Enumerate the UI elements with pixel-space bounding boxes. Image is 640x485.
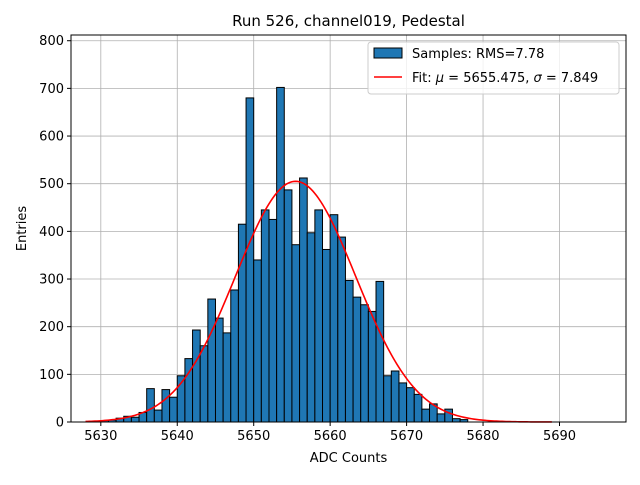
y-tick-label: 200 <box>39 320 64 335</box>
x-tick-label: 5650 <box>237 429 270 444</box>
histogram-bar <box>207 298 216 423</box>
histogram-bar <box>367 310 377 423</box>
histogram-bar <box>230 289 239 423</box>
histogram-bar <box>199 345 209 423</box>
y-tick-label: 400 <box>39 225 64 240</box>
histogram-bar <box>406 387 415 423</box>
histogram-bar <box>130 416 140 423</box>
bar-layer <box>100 86 469 423</box>
histogram-bar <box>375 280 385 423</box>
fit-layer <box>85 180 552 423</box>
histogram-bar <box>299 177 308 423</box>
histogram-bar <box>276 86 285 423</box>
x-tick-label: 5680 <box>466 429 499 444</box>
y-tick-label: 600 <box>39 130 64 145</box>
x-tick-label: 5670 <box>390 429 423 444</box>
y-axis-label: Entries <box>15 206 30 252</box>
histogram-bar <box>322 248 331 423</box>
legend-samples-label: Samples: RMS=7.78 <box>412 47 544 62</box>
histogram-bar <box>413 393 423 423</box>
histogram-bar <box>329 214 339 423</box>
legend-fit-prefix: Fit: <box>412 71 436 86</box>
legend-samples-swatch <box>373 47 403 59</box>
histogram-bar <box>146 388 155 423</box>
y-tick-label: 0 <box>56 416 64 431</box>
x-tick-label: 5630 <box>84 429 117 444</box>
histogram-bar <box>344 279 354 423</box>
y-tick-label: 500 <box>39 177 64 192</box>
histogram-bar <box>451 418 461 423</box>
y-tick-label: 800 <box>39 34 64 49</box>
fit-curve <box>85 180 552 423</box>
plot-frame <box>70 34 627 423</box>
histogram-bar <box>169 396 178 423</box>
y-tick-label: 700 <box>39 82 64 97</box>
histogram-bar <box>161 389 171 423</box>
histogram-bar <box>283 189 293 423</box>
histogram-bar <box>192 329 201 423</box>
legend-box <box>367 41 620 95</box>
histogram-bar <box>436 413 446 423</box>
histogram-bar <box>314 209 324 423</box>
legend-fit-mu-symbol: μ <box>435 71 444 86</box>
y-tick-label: 300 <box>39 273 64 288</box>
histogram-bar <box>153 409 163 423</box>
x-tick-label: 5640 <box>161 429 194 444</box>
histogram-bar <box>222 332 232 423</box>
x-tick-label: 5660 <box>314 429 347 444</box>
histogram-bar <box>337 236 346 423</box>
tick-layer: 5630 5640 5650 5660 5670 5680 5690 0 100 200 300 40… <box>39 34 576 444</box>
histogram-bar <box>306 232 316 423</box>
legend: Samples: RMS=7.78 Fit: μ = 5655.475, σ =… <box>367 41 620 95</box>
chart-title: Run 526, channel019, Pedestal <box>232 12 465 30</box>
histogram-bar <box>383 375 392 423</box>
histogram-bar <box>390 370 400 423</box>
legend-fit-sigma-value: = 7.849 <box>542 71 598 86</box>
legend-fit-label: Fit: μ = 5655.475, σ = 7.849 <box>412 71 598 86</box>
histogram-bar <box>260 209 270 423</box>
histogram-bar <box>421 408 431 423</box>
histogram-bar <box>352 296 362 423</box>
histogram-bar <box>291 244 301 423</box>
x-tick-label: 5690 <box>543 429 576 444</box>
histogram-bar <box>360 304 369 423</box>
legend-fit-mu-value: = 5655.475, <box>444 71 533 86</box>
legend-fit-sigma-symbol: σ <box>534 71 543 86</box>
histogram-bar <box>253 259 262 423</box>
x-axis-label: ADC Counts <box>310 451 388 466</box>
histogram-bar <box>268 218 278 423</box>
histogram-bar <box>245 97 255 423</box>
histogram-bar <box>398 382 408 423</box>
y-tick-label: 100 <box>39 368 64 383</box>
histogram-bar <box>214 317 224 423</box>
